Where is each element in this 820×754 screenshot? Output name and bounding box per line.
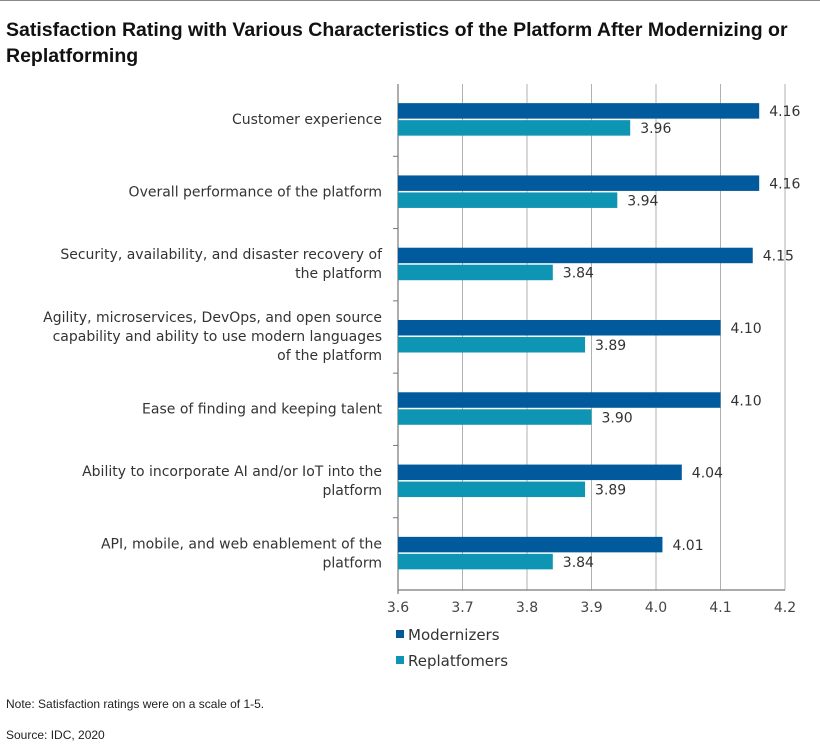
data-label: 4.01 xyxy=(672,538,703,554)
bar-modernizers xyxy=(398,464,682,481)
category-label-line: Ease of finding and keeping talent xyxy=(142,401,382,417)
data-label: 3.84 xyxy=(563,266,594,282)
category-label-line: API, mobile, and web enablement of the xyxy=(101,536,382,552)
x-tick-label: 4.2 xyxy=(774,600,796,616)
data-label: 4.16 xyxy=(769,104,800,120)
category-label-line: platform xyxy=(323,483,383,499)
chart-title: Satisfaction Rating with Various Charact… xyxy=(6,19,788,67)
data-label: 4.16 xyxy=(769,176,800,192)
x-tick-label: 4.0 xyxy=(645,600,667,616)
data-label: 4.10 xyxy=(731,321,762,337)
data-label: 4.15 xyxy=(763,249,794,265)
category-label-line: Customer experience xyxy=(232,112,382,128)
data-label: 3.90 xyxy=(602,410,633,426)
data-label: 4.10 xyxy=(731,393,762,409)
bar-replatfomers xyxy=(398,337,586,353)
category-label-line: platform xyxy=(323,555,383,571)
data-label: 3.89 xyxy=(595,483,626,499)
bar-modernizers xyxy=(398,247,753,264)
x-tick-label: 3.9 xyxy=(580,600,602,616)
category-label: Customer experience xyxy=(232,112,382,128)
category-label: API, mobile, and web enablement of the pl… xyxy=(101,536,382,571)
category-label-line: the platform xyxy=(295,266,382,282)
bar-replatfomers xyxy=(398,264,553,281)
footnote: Note: Satisfaction ratings were on a sca… xyxy=(6,697,265,711)
bar-replatfomers xyxy=(398,409,592,425)
top-rule xyxy=(0,0,820,1)
bar-modernizers xyxy=(398,175,760,191)
bar-replatfomers xyxy=(398,481,586,498)
legend-label: Modernizers xyxy=(408,626,500,644)
data-label: 3.84 xyxy=(563,555,594,571)
bar-replatfomers xyxy=(398,553,553,570)
category-label-line: Overall performance of the platform xyxy=(129,184,382,200)
bar-replatfomers xyxy=(398,120,631,136)
x-tick-label: 3.8 xyxy=(516,600,538,616)
legend-label: Replatfomers xyxy=(408,652,508,670)
legend-swatch-replatfomers xyxy=(396,656,404,664)
category-label: Agility, microservices, DevOps, and open… xyxy=(43,310,382,364)
category-label-line: of the platform xyxy=(277,348,382,364)
source-note: Source: IDC, 2020 xyxy=(6,728,105,742)
category-label: Ability to incorporate AI and/or IoT int… xyxy=(82,464,382,499)
category-label-line: Agility, microservices, DevOps, and open… xyxy=(43,310,382,326)
category-label-line: capability and ability to use modern lan… xyxy=(53,329,382,345)
data-label: 4.04 xyxy=(692,466,723,482)
data-label: 3.94 xyxy=(627,193,658,209)
x-tick-label: 3.7 xyxy=(451,600,473,616)
category-label-line: Ability to incorporate AI and/or IoT int… xyxy=(82,464,382,480)
category-label: Overall performance of the platform xyxy=(129,184,382,200)
bar-modernizers xyxy=(398,536,663,553)
bar-modernizers xyxy=(398,103,760,119)
x-tick-label: 3.6 xyxy=(387,600,409,616)
bar-replatfomers xyxy=(398,192,618,208)
category-label: Security, availability, and disaster rec… xyxy=(60,247,383,282)
data-label: 3.89 xyxy=(595,338,626,354)
bar-modernizers xyxy=(398,320,721,336)
data-label: 3.96 xyxy=(640,121,671,137)
bar-modernizers xyxy=(398,392,721,408)
category-label: Ease of finding and keeping talent xyxy=(142,401,382,417)
x-tick-label: 4.1 xyxy=(709,600,731,616)
category-label-line: Security, availability, and disaster rec… xyxy=(60,247,383,263)
legend-swatch-modernizers xyxy=(396,630,404,638)
